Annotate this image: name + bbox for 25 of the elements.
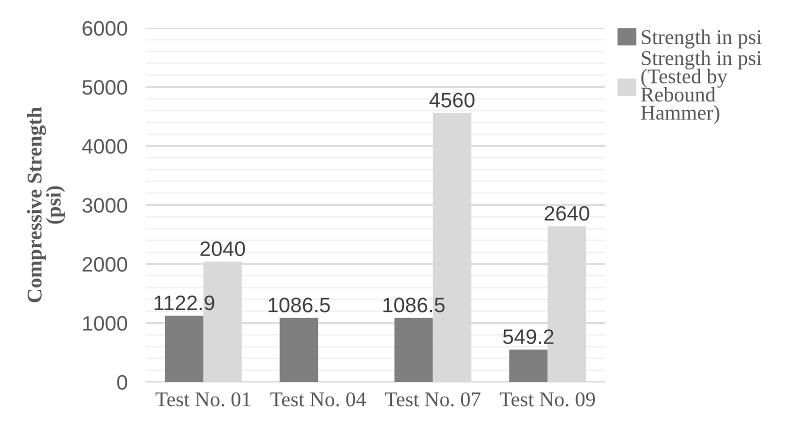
y-tick-label: 3000 <box>82 198 128 213</box>
x-tick-label: Test No. 01 <box>156 392 250 406</box>
legend-label: Strength in psi <box>642 29 762 48</box>
y-tick-label: 2000 <box>82 257 128 272</box>
data-label: 1086.5 <box>383 298 445 312</box>
bar <box>509 350 548 382</box>
data-label: 2640 <box>544 206 590 221</box>
data-label: 1086.5 <box>268 298 330 312</box>
x-tick-label: Test No. 04 <box>270 392 366 406</box>
bar <box>394 318 433 382</box>
legend-label: Strength in psi (Tested by Rebound Hammer) <box>641 50 762 124</box>
x-tick-label: Test No. 07 <box>385 392 480 406</box>
y-tick-label: 5000 <box>82 80 128 95</box>
y-tick-label: 4000 <box>82 139 128 154</box>
data-label: 549.2 <box>503 329 554 344</box>
data-label: 2040 <box>200 241 245 256</box>
bar <box>280 318 318 382</box>
data-label: 1122.9 <box>154 295 214 310</box>
y-tick-label: 1000 <box>83 316 128 331</box>
y-axis-title: Compressive Strength (psi) <box>26 107 65 302</box>
y-tick-label: 6000 <box>82 21 128 36</box>
bar <box>164 316 204 382</box>
data-label: 4560 <box>429 92 474 108</box>
y-tick-label: 0 <box>117 375 128 390</box>
x-tick-label: Test No. 09 <box>500 392 595 406</box>
